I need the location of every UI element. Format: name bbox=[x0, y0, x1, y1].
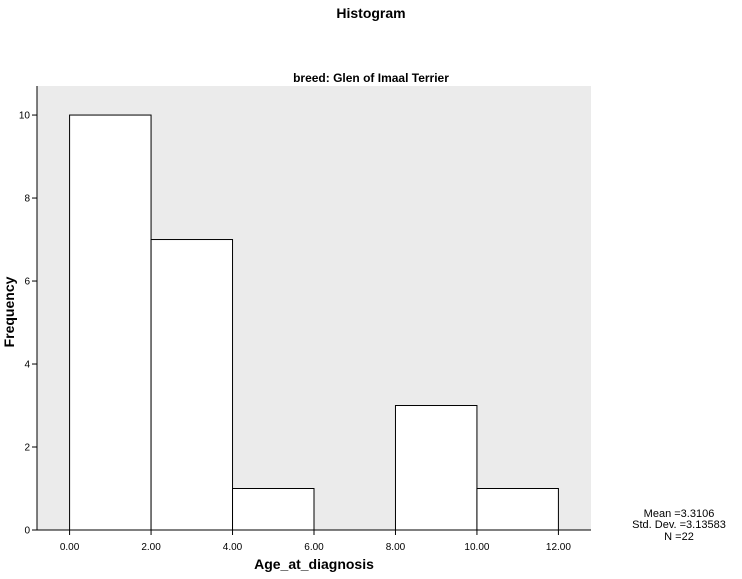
x-tick-label: 6.00 bbox=[304, 542, 324, 553]
chart-title: Histogram bbox=[336, 5, 405, 21]
y-axis: 0 2 4 6 8 10 bbox=[19, 86, 38, 537]
x-tick-label: 2.00 bbox=[141, 542, 161, 553]
histogram-bar-0 bbox=[69, 114, 152, 531]
y-tick-label: 2 bbox=[24, 443, 30, 454]
x-axis: 0.00 2.00 4.00 6.00 8.00 10.00 12.00 bbox=[37, 529, 591, 553]
histogram-bar-4 bbox=[394, 405, 478, 531]
stat-mean: Mean =3.3106 bbox=[644, 508, 715, 520]
y-tick-label: 8 bbox=[24, 194, 30, 205]
x-tick-label: 0.00 bbox=[60, 542, 80, 553]
y-axis-title: Frequency bbox=[1, 276, 17, 347]
x-tick-label: 4.00 bbox=[223, 542, 243, 553]
y-tick-label: 0 bbox=[24, 526, 30, 537]
x-tick-label: 10.00 bbox=[464, 542, 489, 553]
bars-group bbox=[69, 114, 559, 531]
y-tick-label: 4 bbox=[24, 360, 30, 371]
stats-box: Mean =3.3106 Std. Dev. =3.13583 N =22 bbox=[632, 508, 726, 543]
x-tick-label: 8.00 bbox=[386, 542, 406, 553]
histogram-bar-1 bbox=[150, 239, 234, 531]
stat-std-dev: Std. Dev. =3.13583 bbox=[632, 519, 726, 531]
x-axis-title: Age_at_diagnosis bbox=[254, 556, 374, 572]
histogram-bar-5 bbox=[476, 488, 559, 531]
chart-subtitle: breed: Glen of Imaal Terrier bbox=[293, 71, 449, 85]
stat-n: N =22 bbox=[664, 531, 694, 543]
y-tick-label: 10 bbox=[19, 111, 31, 122]
y-tick-label: 6 bbox=[24, 277, 30, 288]
x-tick-label: 12.00 bbox=[546, 542, 571, 553]
histogram-bar-2 bbox=[232, 488, 315, 531]
